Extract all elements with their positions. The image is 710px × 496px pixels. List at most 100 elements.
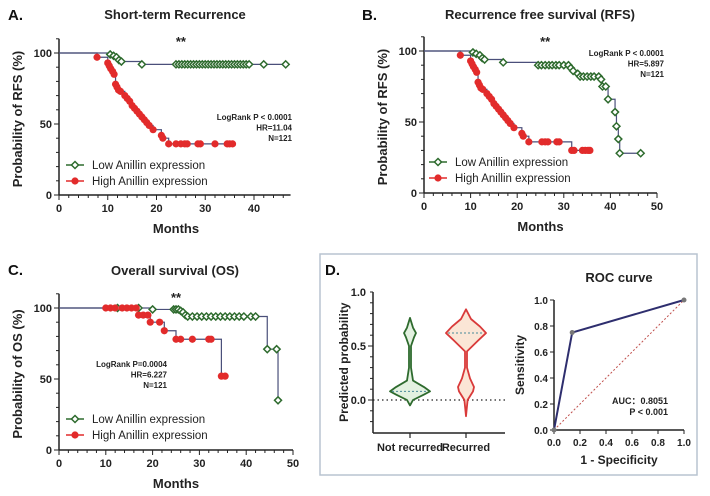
roc-point [551, 427, 557, 433]
stat-text: LogRank P < 0.0001 [217, 113, 293, 122]
high-expression-marker [228, 140, 237, 148]
high-expression-marker [188, 335, 196, 343]
legend-entry: Low Anillin expression [92, 414, 205, 426]
high-expression-marker [434, 174, 442, 182]
low-expression-marker [596, 74, 606, 84]
high-expression-marker [510, 124, 518, 132]
significance-mark: ** [176, 34, 187, 49]
high-expression-marker [570, 146, 578, 154]
high-expression-marker [110, 70, 118, 78]
y-tick-label: 0.4 [534, 374, 548, 385]
x-tick-label: 10 [464, 201, 476, 213]
high-expression-marker [149, 126, 157, 134]
y-tick-label: 50 [405, 117, 417, 129]
low-expression-marker [433, 157, 443, 167]
high-expression-marker [211, 140, 219, 148]
significance-mark: ** [540, 34, 551, 49]
stat-text: HR=11.04 [256, 124, 292, 133]
y-tick-label: 0.2 [534, 400, 548, 411]
high-expression-marker [519, 132, 527, 140]
chart-title: ROC curve [585, 270, 652, 285]
x-tick-label: 0.8 [651, 438, 665, 449]
high-expression-marker [160, 327, 168, 335]
roc-point [681, 297, 687, 303]
chart-title: Recurrence free survival (RFS) [445, 7, 635, 22]
roc-chart: ROC curve 0.0 0.2 0.4 0.6 0.8 1.0 0.0 0.2 0.4 0.6 0… [513, 270, 691, 467]
low-expression-marker [480, 54, 490, 65]
y-axis-label: Predicted probability [337, 302, 351, 422]
low-expression-marker [148, 304, 158, 314]
km-panel-c: C. Overall survival (OS) 0 10 20 30 40 50 0 50 100… [8, 262, 299, 491]
low-expression-marker [116, 56, 126, 67]
high-expression-marker [525, 138, 533, 146]
roc-point [569, 330, 575, 335]
x-tick-label: 30 [558, 201, 570, 213]
x-tick-label: 0 [56, 203, 62, 215]
y-tick-label: 50 [40, 119, 52, 131]
low-expression-marker [613, 134, 623, 144]
legend-entry: Low Anillin expression [455, 157, 568, 169]
low-expression-marker [239, 311, 249, 322]
km-panel-a: A. Short-term Recurrence 0 10 20 30 40 0 50 100 Mo… [8, 7, 293, 236]
high-expression-marker [165, 140, 173, 148]
y-tick-label: 100 [34, 303, 52, 315]
low-expression-marker [498, 57, 508, 67]
high-expression-marker [146, 318, 154, 326]
high-expression-marker [473, 68, 481, 76]
low-expression-marker [601, 81, 611, 92]
violin-shape [445, 308, 487, 418]
low-expression-marker [281, 59, 291, 69]
y-tick-label: 0 [46, 445, 52, 457]
legend-entry: High Anillin expression [455, 173, 571, 185]
high-expression-marker [456, 51, 464, 59]
high-expression-marker [183, 140, 191, 148]
y-axis-label: Probability of RFS (%) [375, 49, 390, 186]
low-expression-marker [615, 148, 625, 158]
low-expression-marker [611, 121, 622, 131]
high-expression-marker [207, 335, 215, 343]
x-axis-label: Months [517, 219, 563, 234]
low-expression-marker [244, 59, 254, 69]
legend-entry: High Anillin expression [92, 430, 208, 442]
stat-text: HR=5.897 [628, 60, 665, 69]
stat-text: N=121 [268, 134, 292, 143]
low-expression-marker [137, 59, 147, 69]
x-tick-label: 10 [102, 203, 114, 215]
high-expression-marker [71, 177, 79, 185]
x-tick-label: 20 [150, 203, 162, 215]
violin-shape [389, 317, 431, 407]
x-tick-label: 40 [240, 458, 252, 470]
high-expression-marker [544, 138, 552, 146]
low-expression-marker [250, 311, 261, 322]
chart-title: Overall survival (OS) [111, 263, 239, 278]
x-axis-label: Months [153, 221, 199, 236]
panel-label: C. [8, 262, 23, 279]
x-tick-label: 0.2 [573, 438, 587, 449]
legend-entry: High Anillin expression [92, 176, 208, 188]
high-expression-marker [144, 311, 152, 319]
high-expression-marker [221, 372, 229, 380]
x-tick-label: 0 [56, 458, 62, 470]
high-expression-marker [586, 146, 594, 154]
low-expression-marker [603, 94, 613, 104]
y-tick-label: 0 [411, 188, 417, 200]
panel-d-frame [319, 253, 698, 476]
y-tick-label: 50 [40, 374, 52, 386]
y-tick-label: 0 [46, 190, 52, 202]
stat-text: N=121 [640, 70, 664, 79]
km-panel-b: B. Recurrence free survival (RFS) 0 10 20 30 4… [362, 7, 665, 234]
x-tick-label: 1.0 [677, 438, 691, 449]
stat-text: LogRank P=0.0004 [96, 360, 167, 369]
x-tick-label: 30 [193, 458, 205, 470]
stat-text: LogRank P < 0.0001 [589, 49, 665, 58]
y-axis-label: Probability of RFS (%) [10, 51, 25, 188]
high-expression-marker [93, 53, 101, 61]
diagonal-reference [553, 299, 685, 431]
stat-text: P < 0.001 [629, 407, 668, 417]
low-expression-marker [636, 148, 646, 158]
x-tick-label: 0.6 [625, 438, 639, 449]
high-expression-marker [555, 138, 563, 146]
low-expression-curve [59, 307, 279, 401]
